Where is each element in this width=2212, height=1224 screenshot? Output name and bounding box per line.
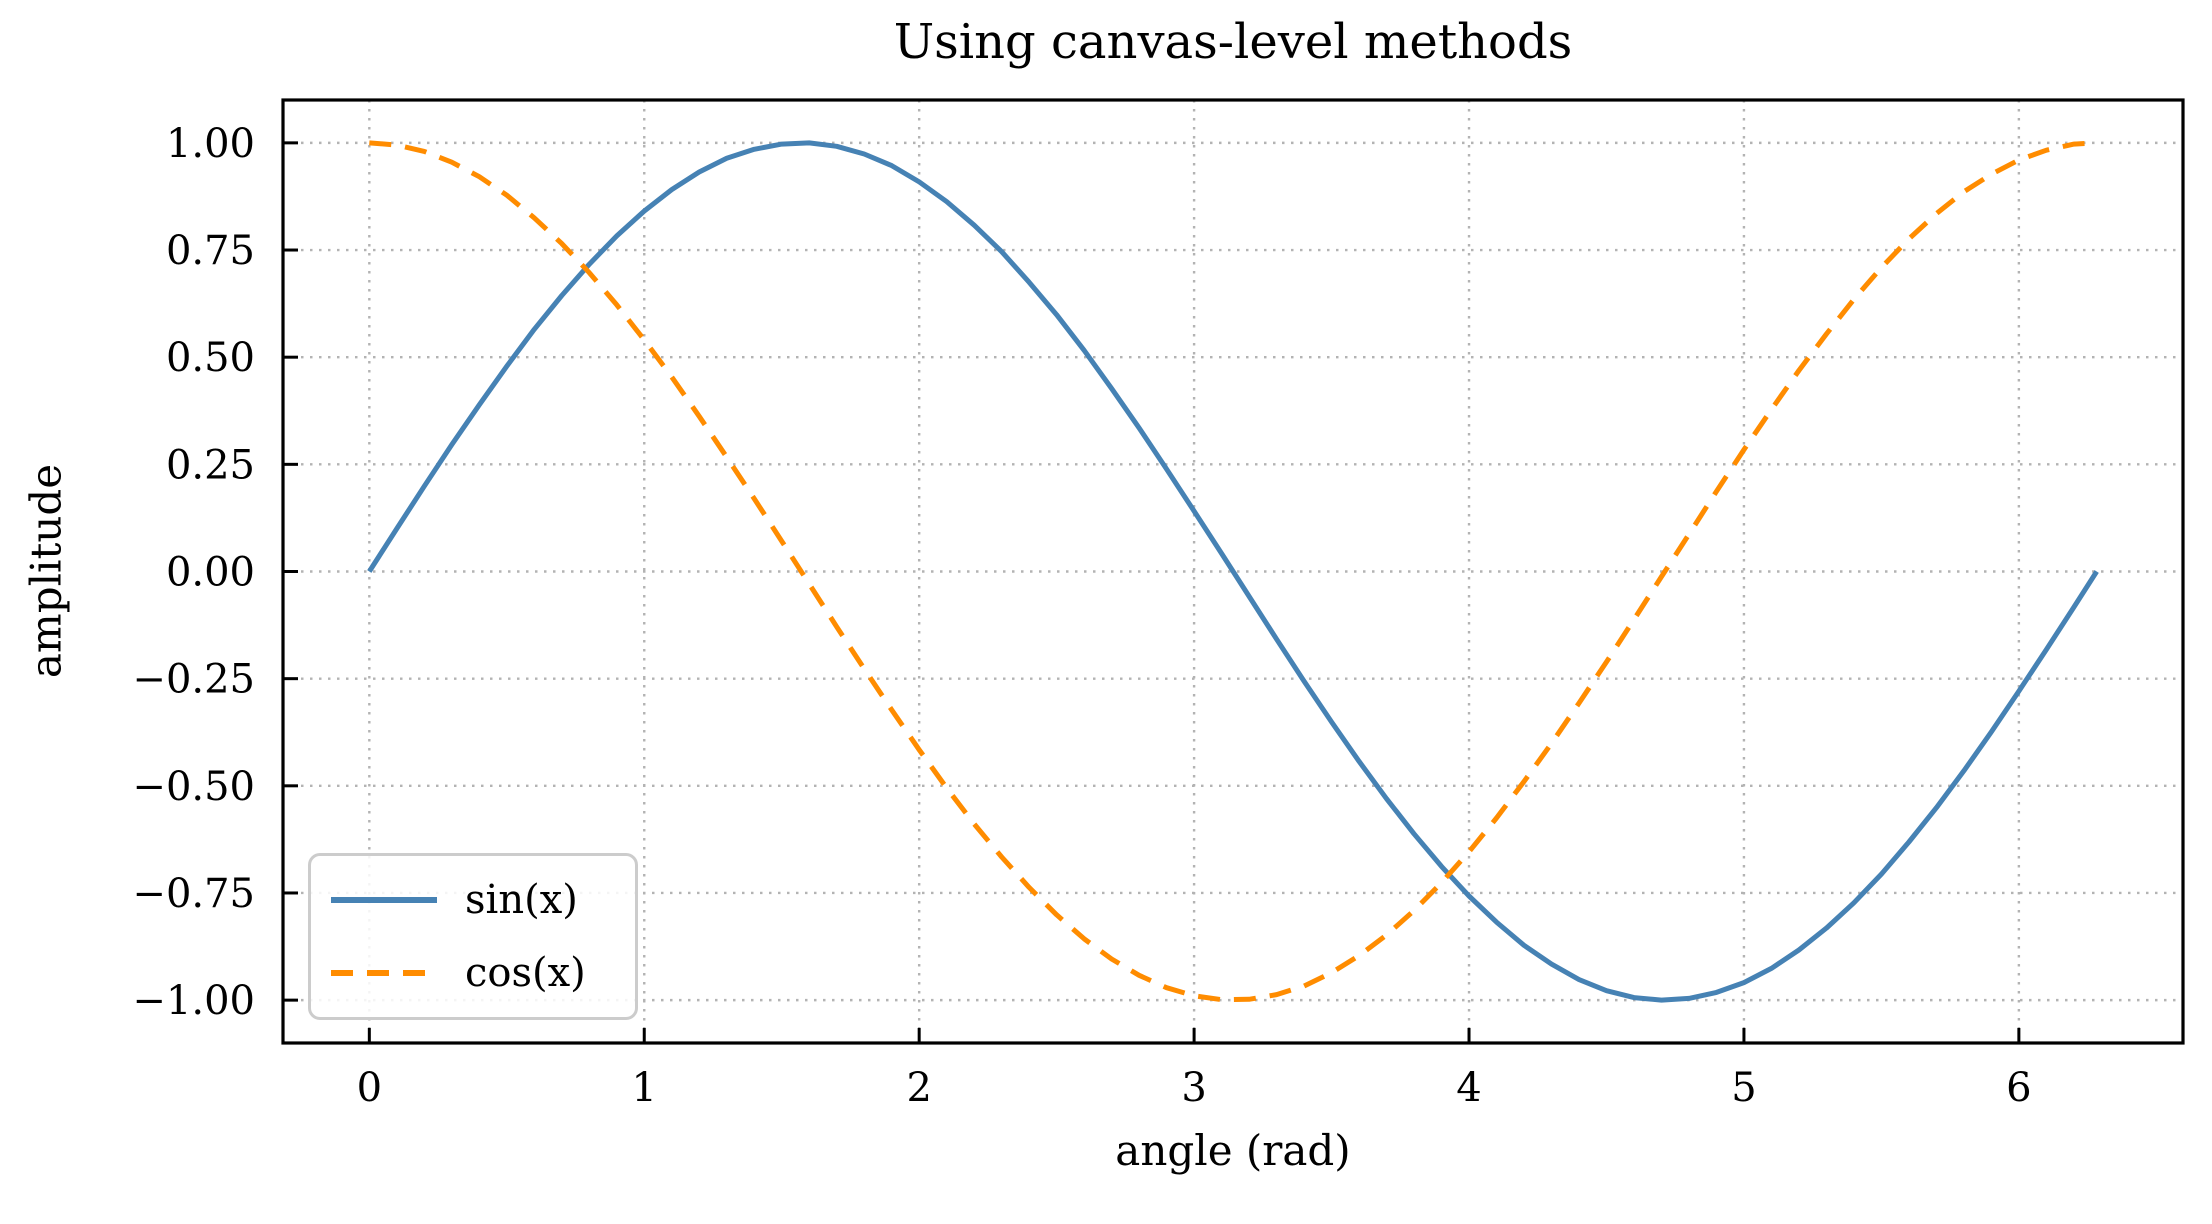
y-tick-label: −0.25: [132, 657, 255, 703]
y-tick-label: −0.50: [132, 764, 255, 810]
tick-marks: [283, 141, 2021, 1043]
y-tick-labels: −1.00 −0.75 −0.50 −0.25 0.00 0.25 0.50 0.75 1.00: [132, 121, 255, 1024]
x-tick-label: 0: [357, 1065, 382, 1111]
y-tick-label: 1.00: [166, 121, 255, 167]
x-tick-label: 6: [2006, 1065, 2031, 1111]
x-tick-label: 5: [1731, 1065, 1756, 1111]
legend: sin(x) cos(x): [308, 853, 638, 1020]
x-tick-label: 4: [1456, 1065, 1481, 1111]
y-tick-label: −1.00: [132, 978, 255, 1024]
x-tick-labels: 0 1 2 3 4 5 6: [357, 1065, 2032, 1111]
y-tick-label: 0.75: [166, 228, 255, 274]
legend-entry-sin: sin(x): [329, 880, 617, 920]
legend-label-cos: cos(x): [465, 949, 586, 996]
chart-title: Using canvas-level methods: [893, 14, 1573, 70]
y-tick-label: −0.75: [132, 871, 255, 917]
sin-line-sample-icon: [331, 897, 437, 904]
legend-label-sin: sin(x): [465, 877, 578, 924]
y-tick-label: 0.00: [166, 550, 255, 596]
series-line-sin: [367, 140, 2099, 1003]
series-line-cos: [369, 140, 2097, 1003]
cos-line-sample-icon: [331, 969, 437, 976]
y-tick-label: 0.25: [166, 442, 255, 488]
legend-entry-cos: cos(x): [329, 953, 617, 993]
x-tick-label: 2: [906, 1065, 931, 1111]
x-tick-label: 3: [1181, 1065, 1206, 1111]
y-axis-label: amplitude: [21, 463, 71, 679]
x-axis-label: angle (rad): [1115, 1126, 1351, 1175]
x-tick-label: 1: [632, 1065, 657, 1111]
y-tick-label: 0.50: [166, 335, 255, 381]
